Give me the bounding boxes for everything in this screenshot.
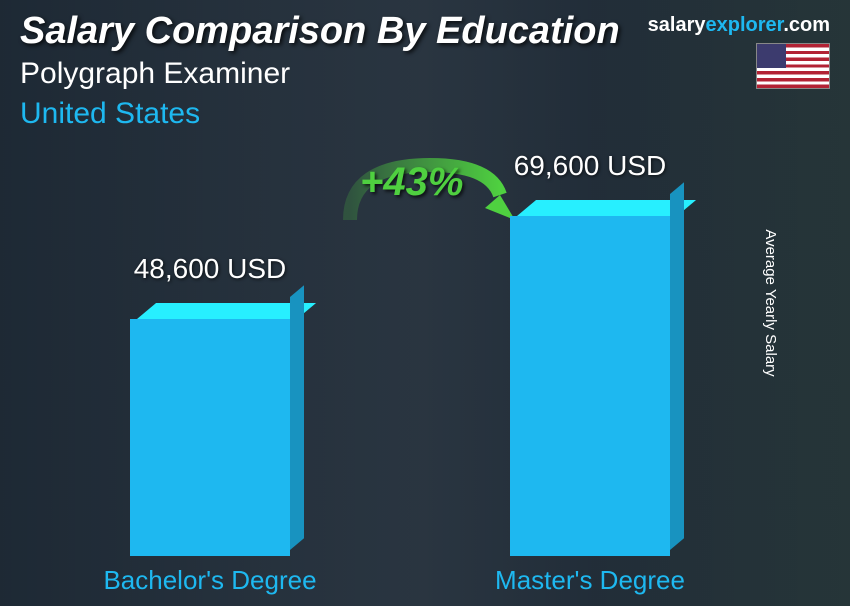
bar-shape-1 [510, 200, 670, 556]
us-flag-icon [756, 43, 830, 89]
bar-0: 48,600 USD [130, 253, 290, 556]
bar-value-0: 48,600 USD [134, 253, 287, 285]
brand-tld: .com [783, 14, 830, 36]
brand-suffix: explorer [705, 14, 783, 36]
bar-1: 69,600 USD [510, 150, 670, 556]
bar-shape-0 [130, 303, 290, 556]
bar-category-0: Bachelor's Degree [80, 565, 340, 596]
y-axis-label: Average Yearly Salary [762, 229, 779, 376]
bar-value-1: 69,600 USD [514, 150, 667, 182]
increase-percent: +43% [360, 160, 463, 205]
brand-logo: salaryexplorer.com [648, 14, 830, 37]
chart-area: +43% 48,600 USD 69,600 USD Bachelor's Deg… [0, 150, 810, 606]
bar-category-1: Master's Degree [460, 565, 720, 596]
brand-prefix: salary [648, 14, 706, 36]
brand-block: salaryexplorer.com [648, 14, 830, 89]
country-label: United States [20, 97, 830, 131]
